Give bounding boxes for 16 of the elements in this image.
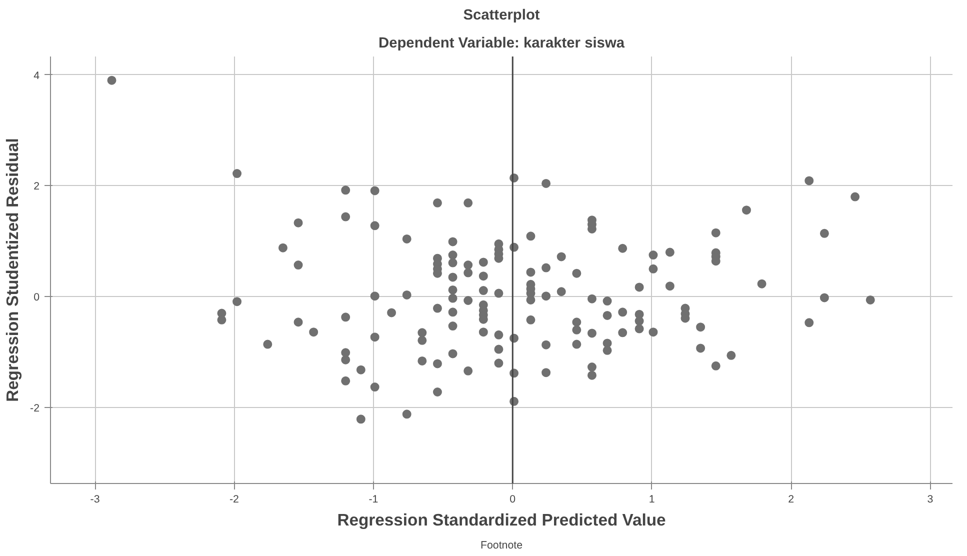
x-axis-title: Regression Standardized Predicted Value [337, 510, 666, 530]
x-tick-label: 2 [788, 494, 794, 506]
y-tick-label: -2 [30, 402, 40, 415]
y-axis-title: Regression Studentized Residual [3, 138, 22, 402]
chart-subtitle: Dependent Variable: karakter siswa [378, 36, 626, 52]
chart-title: Scatterplot [463, 8, 540, 24]
text: Footnote [480, 540, 523, 552]
x-tick-label: -2 [230, 494, 240, 506]
x-tick-label: 0 [510, 494, 516, 506]
x-tick-label: 1 [648, 494, 655, 506]
x-tick-label: 3 [927, 494, 934, 506]
y-tick-label: 0 [34, 292, 40, 304]
x-tick-label: -3 [90, 494, 100, 506]
y-tick-label: 2 [34, 180, 40, 193]
x-tick-label: -1 [368, 494, 378, 506]
y-tick-label: 4 [34, 70, 40, 82]
